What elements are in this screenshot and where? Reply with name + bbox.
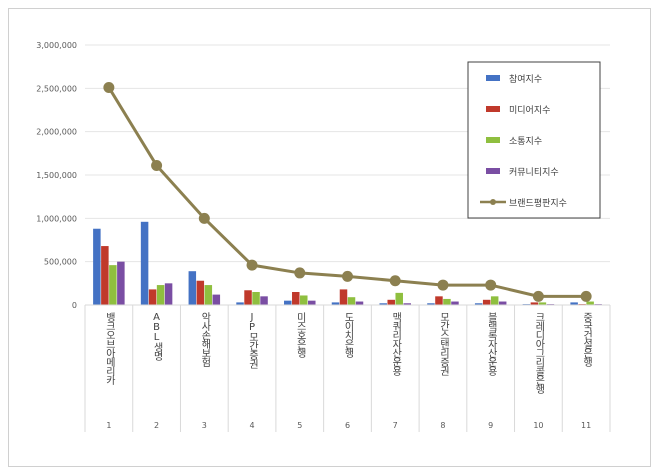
rank-label: 10 [533,421,543,430]
category-label: JP모간증권 [247,312,259,369]
bar-커뮤니티지수 [117,261,125,305]
rank-label: 8 [440,421,445,430]
bar-미디어지수 [101,246,109,305]
line-point [437,279,449,291]
bar-미디어지수 [148,289,157,305]
bar-소통지수 [109,265,117,305]
bar-커뮤니티지수 [164,283,173,305]
line-point [103,81,115,93]
rank-label: 5 [297,421,302,430]
y-tick-label: 2,000,000 [36,128,77,137]
bar-미디어지수 [387,299,395,305]
y-tick-label: 2,500,000 [36,84,77,93]
bar-커뮤니티지수 [498,301,507,305]
bar-소통지수 [300,295,308,305]
bar-참여지수 [93,228,101,305]
bar-소통지수 [395,292,403,305]
bar-소통지수 [156,285,165,305]
bar-커뮤니티지수 [355,301,364,305]
y-tick-label: 3,000,000 [36,41,77,50]
y-tick-label: 0 [72,301,77,310]
bar-커뮤니티지수 [308,300,316,305]
bar-참여지수 [474,303,483,305]
bar-소통지수 [586,301,594,305]
rank-label: 1 [106,421,111,430]
bar-미디어지수 [244,290,252,305]
category-label: 맥쿼리자산운용 [390,312,402,376]
category-label: 도이치은행 [342,312,354,358]
rank-label: 3 [202,421,207,430]
legend-swatch [486,106,500,112]
bar-소통지수 [443,298,451,305]
bar-커뮤니티지수 [451,301,459,305]
bar-소통지수 [490,296,499,305]
line-point [294,267,306,279]
bar-미디어지수 [482,299,491,305]
bar-미디어지수 [292,292,300,305]
legend-label: 미디어지수 [509,105,550,116]
category-label: 중국건설은행 [581,312,593,367]
bar-소통지수 [204,285,213,305]
y-tick-label: 1,000,000 [36,214,77,223]
bar-참여지수 [379,303,387,305]
bar-소통지수 [347,297,356,305]
bar-미디어지수 [435,296,443,305]
line-point [342,270,353,282]
bar-참여지수 [140,221,149,305]
legend-swatch [486,168,500,174]
y-tick-label: 1,500,000 [36,171,77,180]
bar-참여지수 [284,300,292,305]
line-point [580,290,592,302]
bar-소통지수 [538,302,547,305]
bar-커뮤니티지수 [212,294,221,305]
bar-커뮤니티지수 [403,303,411,305]
legend-label: 참여지수 [509,73,542,85]
category-label: ABL생명 [151,312,163,361]
bar-미디어지수 [530,302,539,305]
category-label: 크레디아그리콜은행 [533,312,545,394]
bar-참여지수 [427,303,435,305]
bar-참여지수 [236,302,244,305]
line-point [246,259,258,271]
legend-label: 브랜드평판지수 [509,198,567,209]
rank-label: 4 [249,421,254,430]
legend-label: 커뮤니티지수 [509,167,559,178]
line-point [151,159,163,171]
chart-frame [8,8,651,467]
line-point [389,275,401,287]
category-label: 블랙록자산운용 [485,312,497,376]
bar-소통지수 [252,292,260,305]
legend-label: 소통지수 [509,136,542,147]
legend-swatch [486,75,500,81]
line-point [485,279,497,291]
bar-참여지수 [331,302,340,305]
rank-label: 11 [581,421,591,430]
rank-label: 7 [393,421,398,430]
bar-참여지수 [570,302,578,305]
line-point [198,212,210,224]
line-point [532,290,544,302]
bar-미디어지수 [196,280,205,305]
legend-swatch [486,137,500,143]
rank-label: 9 [488,421,493,430]
rank-label: 6 [345,421,350,430]
category-label: 악사손해보험 [199,312,211,367]
category-label: 뱅크오브아메리카 [103,312,115,386]
rank-label: 2 [154,421,159,430]
bar-미디어지수 [339,289,348,305]
y-tick-label: 500,000 [44,258,77,267]
bar-커뮤니티지수 [260,296,268,305]
category-label: 모간스탠리증권 [437,312,449,376]
category-label: 미즈호은행 [294,312,306,358]
legend-swatch [490,199,496,205]
bar-참여지수 [188,271,197,305]
